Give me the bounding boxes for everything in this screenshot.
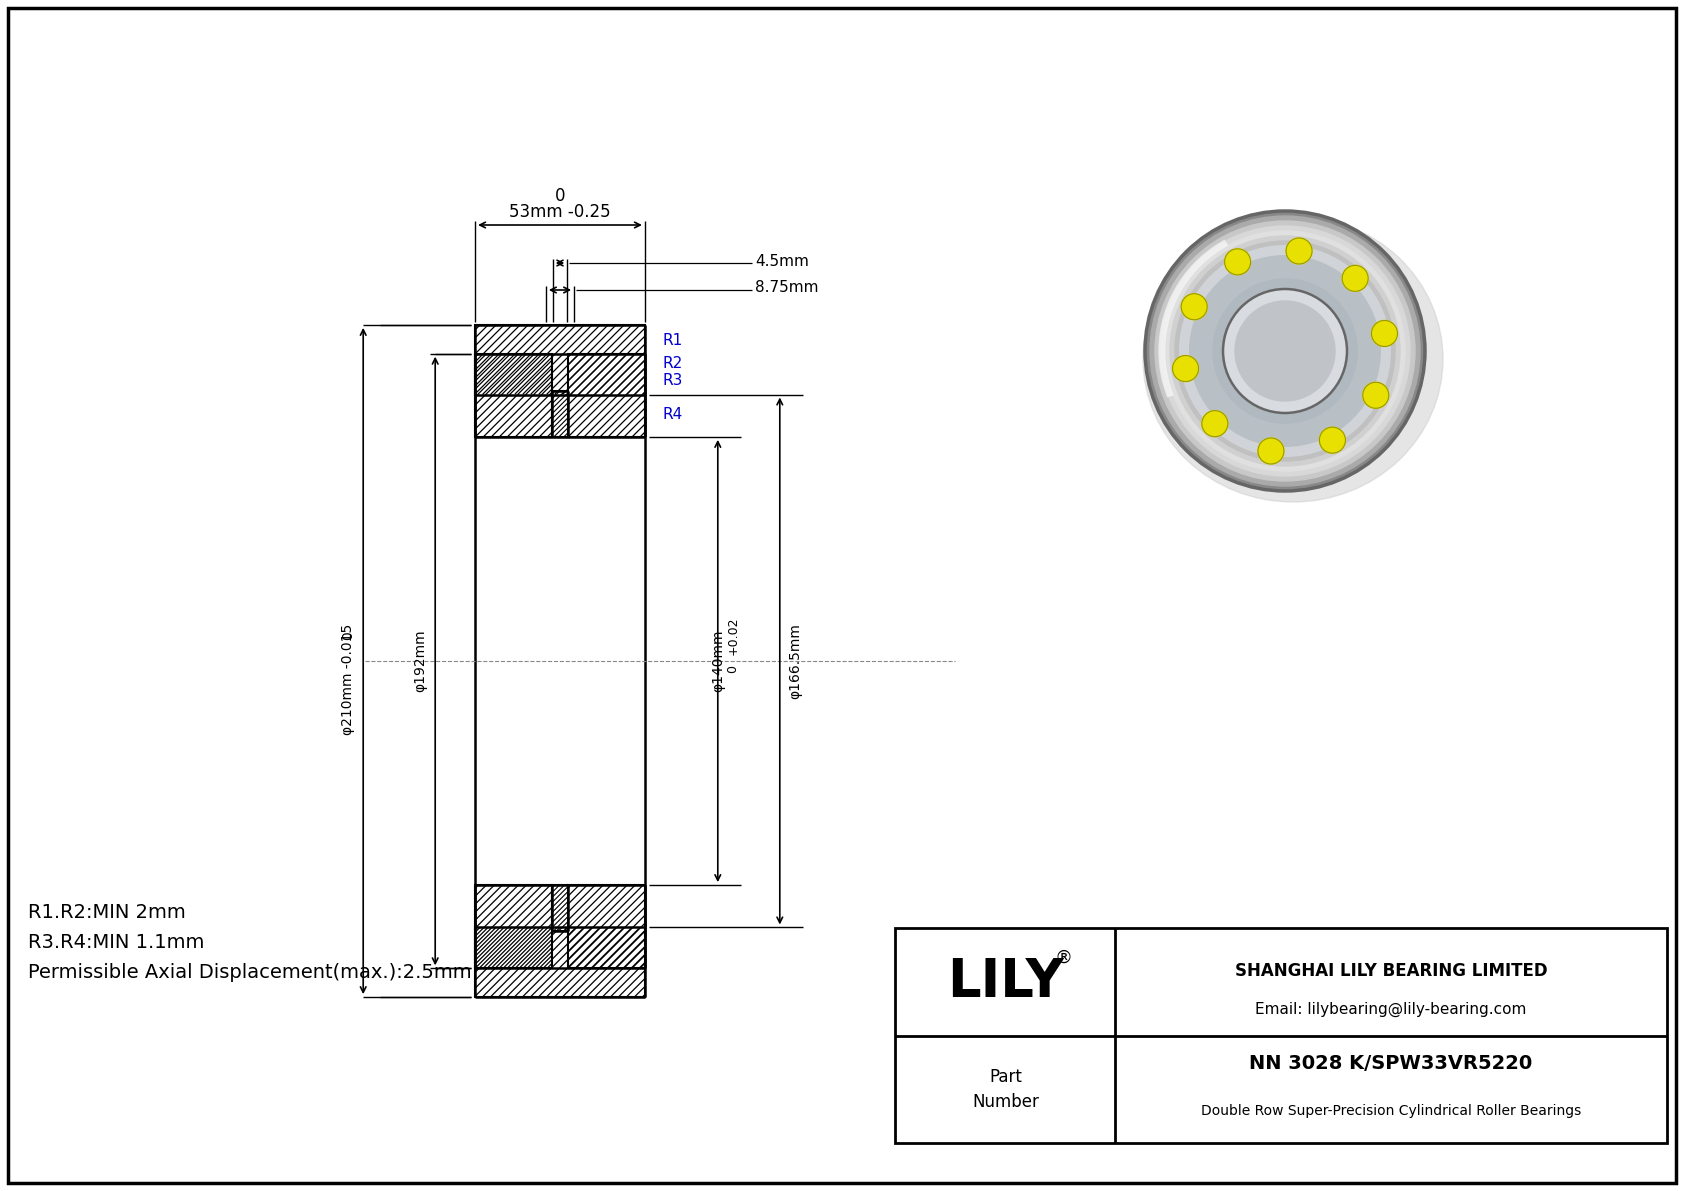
Ellipse shape [1143,216,1443,501]
Circle shape [1155,222,1415,481]
Text: 53mm -0.25: 53mm -0.25 [509,202,611,222]
Bar [475,354,552,437]
Bar [568,885,645,968]
Bar [568,354,645,437]
Text: φ192mm: φ192mm [413,630,428,692]
Circle shape [1224,249,1251,275]
Text: ®: ® [1054,949,1073,967]
Text: R1: R1 [663,332,684,348]
Bar [894,928,1667,1143]
Circle shape [1234,301,1335,401]
Circle shape [1362,382,1389,409]
Bar [475,928,645,997]
Circle shape [1371,320,1398,347]
Text: 0: 0 [554,187,566,205]
Circle shape [1202,411,1228,437]
Text: Email: lilybearing@lily-bearing.com: Email: lilybearing@lily-bearing.com [1255,1002,1527,1017]
Bar [475,885,552,968]
Circle shape [1342,266,1367,292]
Circle shape [1180,294,1207,319]
Text: 0: 0 [726,665,739,673]
Circle shape [1175,241,1394,461]
Text: Permissible Axial Displacement(max.):2.5mm: Permissible Axial Displacement(max.):2.5… [29,964,472,983]
Text: R1.R2:MIN 2mm: R1.R2:MIN 2mm [29,904,185,923]
Text: 8.75mm: 8.75mm [754,281,818,295]
Circle shape [1170,236,1399,466]
Text: SHANGHAI LILY BEARING LIMITED: SHANGHAI LILY BEARING LIMITED [1234,962,1548,980]
Text: Double Row Super-Precision Cylindrical Roller Bearings: Double Row Super-Precision Cylindrical R… [1201,1104,1581,1117]
Text: R3: R3 [663,373,684,388]
Circle shape [1287,238,1312,264]
Text: R3.R4:MIN 1.1mm: R3.R4:MIN 1.1mm [29,934,204,953]
Circle shape [1160,226,1410,476]
Text: 0: 0 [342,631,355,641]
Circle shape [1212,279,1357,423]
Circle shape [1223,289,1347,413]
Bar [552,885,568,930]
Text: LILY: LILY [946,955,1064,1008]
Text: φ166.5mm: φ166.5mm [788,623,802,699]
Text: R2: R2 [663,356,684,370]
Text: Part
Number: Part Number [972,1068,1039,1111]
Bar [552,391,568,437]
Text: 4.5mm: 4.5mm [754,254,808,268]
Circle shape [1165,231,1404,470]
Circle shape [1320,428,1346,454]
Circle shape [1179,245,1391,457]
Circle shape [1172,356,1199,381]
Circle shape [1189,255,1381,447]
Text: φ210mm -0.015: φ210mm -0.015 [342,623,355,735]
Text: φ140mm: φ140mm [711,630,724,692]
Bar [475,325,645,394]
Text: +0.02: +0.02 [726,617,739,655]
Circle shape [1145,211,1425,491]
Text: NN 3028 K/SPW33VR5220: NN 3028 K/SPW33VR5220 [1250,1054,1532,1073]
Circle shape [1150,216,1420,486]
Text: R4: R4 [663,407,684,422]
Circle shape [1258,438,1283,464]
